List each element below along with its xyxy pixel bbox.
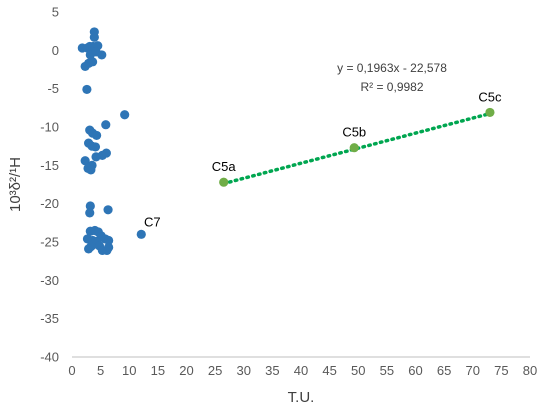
x-tick-label: 25: [208, 363, 222, 378]
x-tick-label: 80: [523, 363, 537, 378]
y-tick-label: 0: [52, 43, 59, 58]
point-label-c5a: C5a: [212, 159, 237, 174]
x-tick-label: 70: [466, 363, 480, 378]
data-point-blue: [80, 156, 90, 166]
x-tick-label: 65: [437, 363, 451, 378]
x-tick-label: 45: [322, 363, 336, 378]
trendline-equation: y = 0,1963x - 22,578: [337, 61, 447, 75]
x-axis-title: T.U.: [288, 389, 315, 406]
x-tick-label: 20: [179, 363, 193, 378]
x-tick-label: 60: [408, 363, 422, 378]
x-tick-label: 5: [97, 363, 104, 378]
data-point-blue: [85, 208, 95, 218]
x-tick-label: 75: [494, 363, 508, 378]
x-tick-label: 50: [351, 363, 365, 378]
point-labels: C5a C5b C5c C7: [144, 89, 502, 229]
y-axis-title: 10³δ²/¹H: [7, 157, 24, 212]
x-tick-label: 0: [68, 363, 75, 378]
data-point-blue: [90, 142, 101, 152]
data-point-blue: [92, 130, 102, 141]
x-tick-label: 15: [151, 363, 165, 378]
point-label-c7: C7: [144, 214, 161, 229]
data-point-blue: [91, 152, 101, 162]
point-label-c5c: C5c: [478, 89, 502, 104]
data-point-green: [219, 177, 229, 187]
data-point-green: [349, 143, 359, 153]
point-label-c5b: C5b: [342, 125, 366, 140]
y-tick-label: -25: [40, 235, 59, 250]
trendline-r-squared: R² = 0,9982: [360, 80, 423, 94]
x-tick-label: 35: [265, 363, 279, 378]
data-point-blue: [86, 165, 96, 175]
data-point-blue: [80, 61, 90, 72]
y-tick-label: -20: [40, 196, 59, 211]
data-point-blue: [120, 110, 130, 120]
y-tick-label: -5: [47, 81, 59, 96]
y-tick-label: -35: [40, 311, 59, 326]
data-point-blue: [136, 229, 146, 239]
y-tick-label: 5: [52, 5, 59, 20]
y-tick-labels: 5 0 -5 -10 -15 -20 -25 -30 -35 -40: [40, 5, 59, 365]
data-points: [77, 27, 495, 256]
y-tick-label: -15: [40, 158, 59, 173]
y-tick-label: -40: [40, 350, 59, 365]
data-point-blue: [104, 242, 114, 252]
x-tick-label: 10: [122, 363, 136, 378]
x-tick-label: 40: [294, 363, 308, 378]
data-point-blue: [97, 50, 107, 60]
y-tick-label: -10: [40, 120, 59, 135]
x-tick-label: 55: [380, 363, 394, 378]
data-point-blue: [86, 242, 96, 252]
data-point-blue: [82, 84, 92, 95]
x-tick-labels: 0 5 10 15 20 25 30 35 40 45 50 55 60 65 70 75 80: [68, 363, 537, 378]
data-point-blue: [89, 32, 99, 42]
x-tick-label: 30: [237, 363, 251, 378]
data-point-blue: [104, 235, 114, 246]
data-point-blue: [85, 201, 95, 211]
data-point-green: [485, 107, 495, 118]
data-point-blue: [103, 205, 113, 215]
data-point-blue: [101, 120, 111, 130]
y-tick-label: -30: [40, 273, 59, 288]
